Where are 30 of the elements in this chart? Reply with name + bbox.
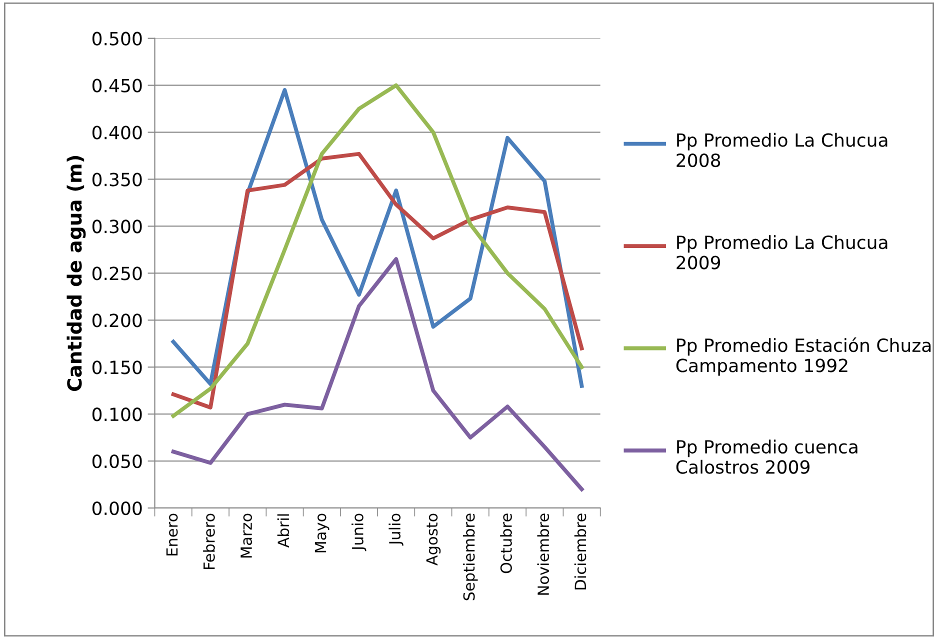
y-tick-label: 0.050 [92, 454, 142, 468]
legend-label: Pp Promedio Estación Chuza Campamento 1992 [676, 337, 931, 376]
y-axis-title: Cantidad de agua (m) [66, 156, 86, 392]
x-tick-label: Abril [277, 514, 290, 548]
x-tick-label: Enero [166, 514, 178, 556]
y-tick-label: 0.200 [92, 314, 142, 328]
x-tick-label: Febrero [203, 514, 215, 570]
y-tick-label: 0.250 [92, 266, 142, 280]
y-tick-label: 0.400 [92, 126, 142, 140]
legend-label: Pp Promedio La Chucua 2009 [676, 235, 888, 270]
y-tick-label: 0.150 [92, 360, 142, 374]
x-tick-label: Marzo [240, 514, 252, 558]
x-tick-label: Junio [352, 514, 366, 552]
y-tick-label: 0.300 [92, 220, 142, 234]
x-tick-label: Septiembre [462, 514, 478, 600]
x-tick-label: Diciembre [574, 514, 586, 590]
line-series [171, 152, 584, 410]
legend-label: Pp Promedio cuenca Calostros 2009 [676, 440, 858, 474]
y-tick-label: 0.500 [92, 32, 142, 46]
x-tick-label: Julio [388, 514, 404, 546]
x-tick-label: Octubre [500, 514, 512, 574]
y-tick-label: 0.100 [92, 408, 142, 422]
line-series [171, 257, 584, 492]
y-tick-label: 0.450 [92, 78, 142, 92]
x-tick-label: Agosto [426, 514, 441, 566]
y-tick-label: 0.350 [92, 172, 142, 186]
x-tick-label: Mayo [314, 514, 330, 552]
x-tick-label: Noviembre [537, 514, 550, 595]
y-tick-label: 0.000 [92, 501, 142, 516]
legend-label: Pp Promedio La Chucua 2008 [676, 132, 888, 168]
